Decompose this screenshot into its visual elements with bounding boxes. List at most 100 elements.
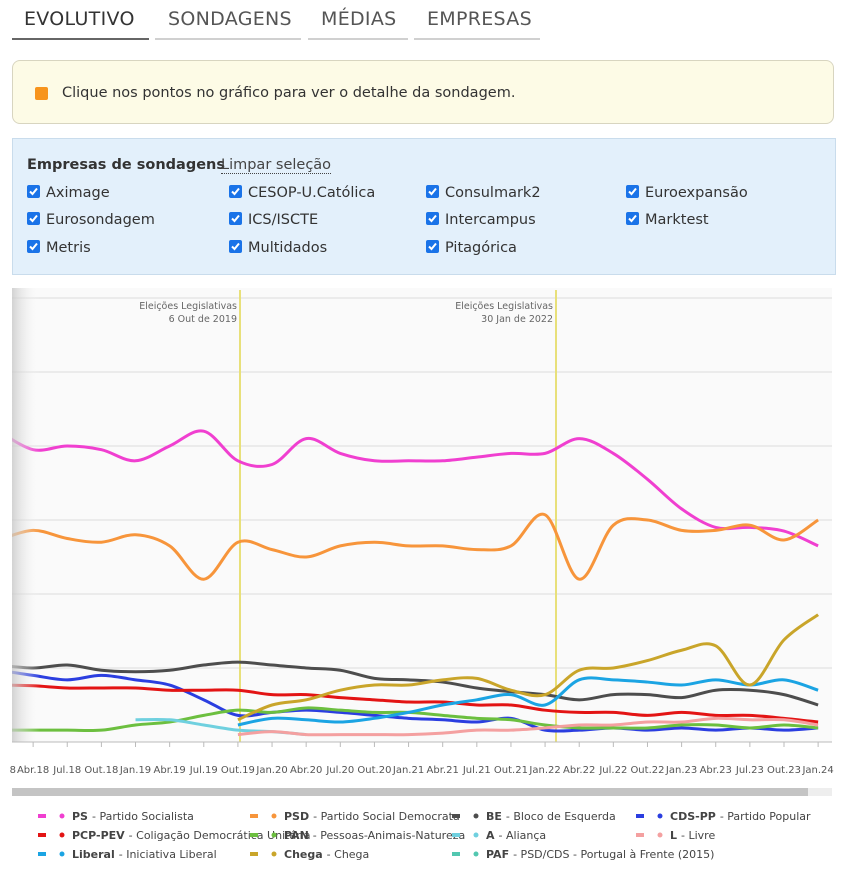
x-tick-label: 8 [10, 765, 16, 776]
x-tick-label: Out.19 [221, 765, 255, 776]
company-checkbox[interactable]: Intercampus [426, 212, 536, 228]
legend-description: - Iniciativa Liberal [119, 848, 217, 861]
legend-entry[interactable]: L - Livre [636, 829, 715, 842]
x-tick-label: Abr.18 [17, 765, 49, 776]
checkbox[interactable] [229, 240, 242, 253]
x-tick-label: Jan.20 [255, 765, 287, 776]
legend-entry[interactable]: Chega - Chega [250, 848, 369, 861]
annotation: 30 Jan de 2022 [481, 314, 553, 325]
checkbox[interactable] [426, 240, 439, 253]
x-tick-label: Jul.22 [598, 765, 627, 776]
info-icon [35, 87, 48, 100]
checkbox[interactable] [426, 185, 439, 198]
checkbox[interactable] [229, 185, 242, 198]
checkbox[interactable] [626, 185, 639, 198]
legend-description: - Chega [327, 848, 370, 861]
company-checkbox[interactable]: Metris [27, 240, 91, 256]
x-tick-label: Jan.22 [528, 765, 560, 776]
tab[interactable]: SONDAGENS [168, 8, 292, 30]
company-checkbox[interactable]: CESOP-U.Católica [229, 185, 375, 201]
legend-entry[interactable]: PAF - PSD/CDS - Portugal à Frente (2015) [452, 848, 714, 861]
checkbox[interactable] [27, 185, 40, 198]
legend-name: Chega [284, 848, 323, 861]
legend-dot [657, 832, 663, 838]
legend-entry[interactable]: PCP-PEV - Coligação Democrática Unitária [38, 829, 311, 842]
x-tick-label: Abr.19 [154, 765, 186, 776]
checkbox[interactable] [229, 212, 242, 225]
legend-dot [657, 813, 663, 819]
legend-dot [59, 813, 65, 819]
x-tick-label: Out.20 [357, 765, 391, 776]
legend-entry[interactable]: CDS-PP - Partido Popular [636, 810, 811, 823]
legend-label: Liberal - Iniciativa Liberal [72, 848, 217, 861]
legend-name: PAF [486, 848, 509, 861]
legend-label: PSD - Partido Social Democrata [284, 810, 460, 823]
legend-entry[interactable]: Liberal - Iniciativa Liberal [38, 848, 217, 861]
tab[interactable]: MÉDIAS [321, 8, 397, 30]
legend-name: CDS-PP [670, 810, 716, 823]
legend-label: PCP-PEV - Coligação Democrática Unitária [72, 829, 311, 842]
legend: PS - Partido Socialista PSD - Partido Socia… [38, 810, 811, 861]
company-name: CESOP-U.Católica [248, 185, 376, 201]
x-axis-labels: 8 Abr.18 Jul.18 Out.18 Jan.19 Abr.19 Jul.19 Out… [10, 742, 834, 776]
legend-entry[interactable]: PAN - Pessoas-Animais-Natureza [250, 829, 465, 842]
x-tick-label: Jul.18 [52, 765, 81, 776]
tab[interactable]: EVOLUTIVO [24, 8, 135, 30]
series-line [237, 716, 819, 737]
company-name: Multidados [248, 240, 328, 256]
tab-underline [308, 38, 408, 40]
legend-swatch [38, 833, 46, 837]
legend-entry[interactable]: PSD - Partido Social Democrata [250, 810, 460, 823]
legend-swatch [636, 833, 644, 837]
legend-name: PSD [284, 810, 309, 823]
checkbox[interactable] [426, 212, 439, 225]
company-checkbox[interactable]: Marktest [626, 212, 709, 228]
legend-dot [473, 813, 479, 819]
scrollbar-thumb[interactable] [12, 788, 808, 796]
x-tick-label: Abr.22 [563, 765, 595, 776]
legend-swatch [250, 833, 258, 837]
x-tick-label: Abr.21 [427, 765, 459, 776]
legend-description: - Bloco de Esquerda [506, 810, 616, 823]
legend-dot [59, 832, 65, 838]
series-line [12, 660, 819, 707]
company-name: Euroexpansão [645, 185, 748, 201]
tab[interactable]: EMPRESAS [427, 8, 532, 30]
company-checkbox[interactable]: Multidados [229, 240, 327, 256]
series-line [12, 683, 819, 724]
legend-swatch [452, 814, 460, 818]
legend-entry[interactable]: BE - Bloco de Esquerda [452, 810, 616, 823]
company-checkbox[interactable]: Eurosondagem [27, 212, 155, 228]
legend-entry[interactable]: A - Aliança [452, 829, 546, 842]
company-checkbox[interactable]: Aximage [27, 185, 110, 201]
legend-description: - Coligação Democrática Unitária [129, 829, 311, 842]
tab-underline [414, 38, 540, 40]
clear-selection[interactable]: Limpar seleção [221, 157, 332, 174]
legend-label: BE - Bloco de Esquerda [486, 810, 616, 823]
company-checkbox[interactable]: Consulmark2 [426, 185, 541, 201]
checkbox[interactable] [626, 212, 639, 225]
legend-entry[interactable]: PS - Partido Socialista [38, 810, 194, 823]
company-name: ICS/ISCTE [248, 212, 319, 228]
legend-dot [271, 851, 277, 857]
x-tick-label: Out.18 [84, 765, 118, 776]
legend-label: PAN - Pessoas-Animais-Natureza [284, 829, 465, 842]
legend-name: PAN [284, 829, 309, 842]
legend-label: A - Aliança [486, 829, 546, 842]
info-text: Clique nos pontos no gráfico para ver o … [62, 85, 516, 101]
legend-name: Liberal [72, 848, 115, 861]
x-tick-label: Jul.21 [462, 765, 491, 776]
company-checkbox[interactable]: ICS/ISCTE [229, 212, 318, 228]
company-name: Metris [46, 240, 91, 256]
x-tick-label: Out.22 [630, 765, 664, 776]
company-checkbox[interactable]: Euroexpansão [626, 185, 748, 201]
annotation: 6 Out de 2019 [169, 314, 237, 325]
series-line [237, 676, 819, 727]
x-tick-label: Out.21 [494, 765, 528, 776]
legend-dot [271, 813, 277, 819]
company-checkbox[interactable]: Pitagórica [426, 240, 517, 256]
legend-swatch [636, 814, 644, 818]
checkbox[interactable] [27, 240, 40, 253]
checkbox[interactable] [27, 212, 40, 225]
